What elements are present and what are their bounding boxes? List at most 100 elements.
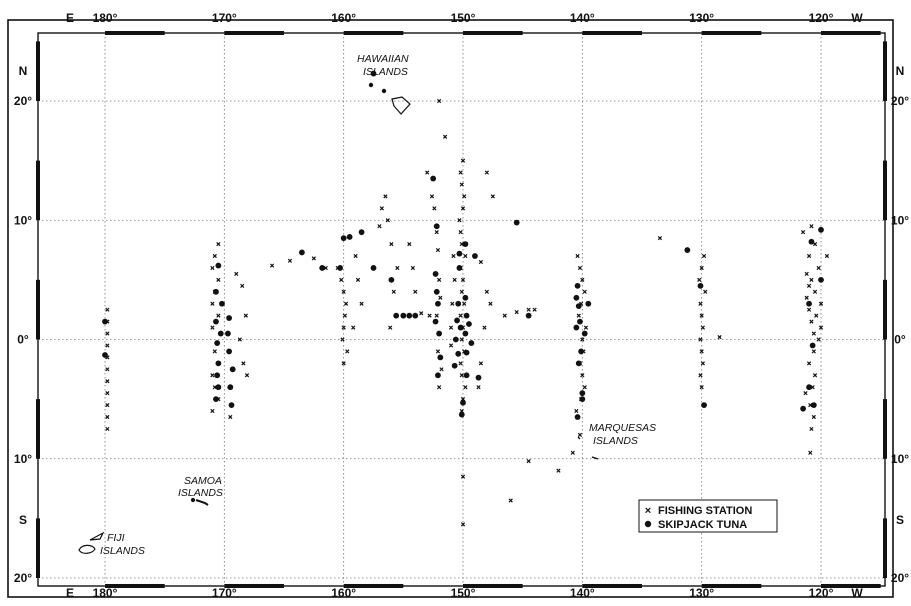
skipjack-tuna-19 — [319, 265, 326, 271]
skipjack-tuna-4 — [219, 300, 225, 307]
fishing-station-16 — [210, 301, 215, 306]
skipjack-tuna-13 — [227, 384, 234, 391]
fishing-station-112 — [478, 361, 484, 366]
fishing-station-59 — [410, 265, 416, 271]
lat-label-right--10: 10° — [891, 452, 909, 466]
fishing-station-115 — [514, 309, 519, 315]
skipjack-tuna-75 — [697, 282, 704, 289]
samoa-islands-label-line2: ISLANDS — [178, 487, 223, 499]
hawaiian-islands-label-line2: ISLANDS — [363, 66, 408, 78]
skipjack-tuna-16 — [225, 330, 231, 337]
skipjack-tuna-68 — [581, 330, 588, 337]
skipjack-tuna-59 — [513, 219, 520, 226]
fishing-station-96 — [463, 385, 468, 390]
fishing-station-152 — [824, 253, 830, 259]
fishing-station-46 — [355, 277, 361, 282]
skipjack-tuna-71 — [579, 390, 586, 397]
fishing-station-157 — [812, 289, 818, 294]
skipjack-tuna-0 — [102, 318, 108, 325]
south-marker-right: S — [896, 513, 904, 527]
fishing-station-64 — [442, 134, 448, 139]
fishing-station-124 — [583, 325, 589, 330]
fishing-station-32 — [269, 263, 275, 268]
fishing-station-147 — [717, 334, 722, 340]
fishing-station-142 — [698, 337, 703, 342]
fishing-station-31 — [244, 373, 250, 378]
fishing-station-79 — [459, 182, 464, 187]
frame-bar-top-120 — [821, 31, 881, 35]
fishing-station-155 — [809, 277, 814, 282]
skipjack-tuna-81 — [809, 342, 816, 349]
fishing-station-42 — [340, 337, 345, 342]
east-marker-bottom: E — [66, 586, 74, 600]
fishing-station-8 — [105, 402, 110, 408]
frame-bar-top-130 — [701, 31, 762, 35]
fishing-station-51 — [379, 206, 384, 211]
fishing-station-5 — [105, 367, 110, 372]
fishing-station-77 — [460, 158, 466, 163]
fishing-station-149 — [800, 230, 806, 235]
north-marker-left: N — [19, 64, 28, 78]
skipjack-tuna-5 — [213, 318, 219, 325]
fishing-station-39 — [343, 301, 349, 306]
skipjack-tuna-61 — [525, 312, 532, 319]
oahu-shape — [368, 82, 374, 88]
skipjack-tuna-29 — [412, 312, 419, 319]
fishing-station-18 — [210, 325, 215, 330]
fishing-station-143 — [699, 349, 704, 354]
fishing-station-129 — [582, 385, 587, 390]
frame-bar-left--15 — [36, 518, 40, 578]
skipjack-tuna-65 — [575, 303, 582, 310]
fishing-station-116 — [526, 307, 531, 312]
lon-label-bottom-170: 170° — [212, 586, 237, 600]
skipjack-tuna-34 — [435, 300, 441, 307]
fishing-station-68 — [434, 230, 439, 235]
frame-bar-top-150 — [463, 31, 523, 35]
fishing-station-81 — [460, 206, 466, 211]
frame-bar-right-25 — [883, 41, 887, 101]
fishing-station-54 — [395, 265, 400, 271]
skipjack-tuna-11 — [213, 396, 219, 403]
frame-bar-left-25 — [36, 41, 40, 101]
fishing-station-45 — [353, 253, 358, 259]
fishing-station-99 — [460, 474, 466, 479]
fishing-station-85 — [463, 253, 468, 259]
frame-bar-top-160 — [343, 31, 404, 35]
fishing-station-30 — [241, 361, 246, 366]
fishing-station-148 — [809, 224, 814, 229]
fishing-station-145 — [698, 373, 703, 378]
fishing-station-107 — [490, 194, 495, 199]
skipjack-tuna-6 — [217, 330, 224, 337]
fishing-station-89 — [462, 301, 467, 306]
frame-bar-bottom-130 — [701, 584, 762, 588]
frame-bar-left-15 — [36, 160, 40, 221]
fishing-station-120 — [580, 277, 585, 282]
fishing-station-43 — [345, 349, 350, 354]
legend: × FISHING STATION SKIPJACK TUNA — [638, 499, 778, 533]
lon-label-bottom-140: 140° — [570, 586, 595, 600]
fishing-station-131 — [574, 408, 579, 414]
skipjack-tuna-32 — [432, 271, 439, 277]
fishing-station-14 — [216, 277, 221, 282]
skipjack-tuna-74 — [684, 247, 691, 253]
fishing-station-154 — [804, 271, 809, 277]
fishing-station-101 — [451, 253, 456, 259]
fishing-station-61 — [419, 311, 424, 316]
fishing-station-2 — [105, 331, 110, 336]
skipjack-tuna-38 — [435, 372, 441, 379]
skipjack-tuna-70 — [575, 360, 582, 367]
skipjack-tuna-25 — [388, 276, 395, 283]
island-shapes — [78, 82, 599, 554]
skipjack-tuna-62 — [574, 282, 581, 289]
fishing-station-21 — [210, 373, 215, 378]
fishing-station-44 — [341, 361, 346, 366]
skipjack-tuna-57 — [475, 374, 482, 381]
skipjack-tuna-17 — [226, 315, 233, 321]
fishing-station-92 — [459, 337, 464, 342]
fishing-station-69 — [435, 247, 441, 253]
skipjack-tuna-69 — [578, 348, 585, 355]
fishing-station-75 — [439, 367, 444, 372]
fishing-station-132 — [577, 432, 583, 438]
fiji-islands-label-line2: ISLANDS — [100, 545, 145, 557]
fishing-station-34 — [311, 256, 316, 261]
